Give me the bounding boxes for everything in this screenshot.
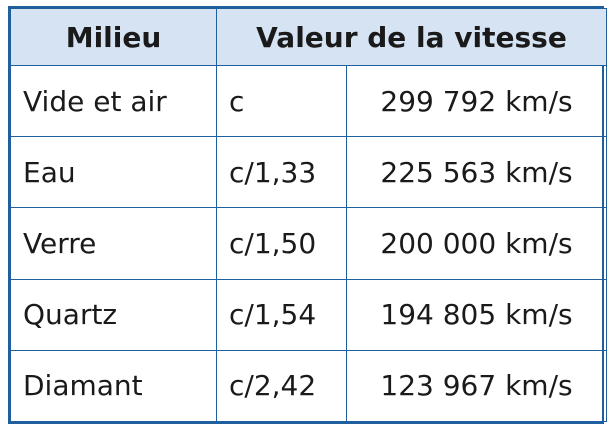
formula-cell: c/1,33 <box>216 136 347 209</box>
header-speed-value: Valeur de la vitesse <box>216 8 607 66</box>
header-medium: Milieu <box>10 8 217 66</box>
speed-cell: 123 967 km/s <box>346 349 607 423</box>
speed-cell: 194 805 km/s <box>346 278 607 351</box>
table-row: Vide et air c 299 792 km/s <box>10 64 607 138</box>
table-row: Eau c/1,33 225 563 km/s <box>10 136 607 209</box>
speed-cell: 299 792 km/s <box>346 64 607 138</box>
formula-cell: c/2,42 <box>216 349 347 423</box>
speed-cell: 225 563 km/s <box>346 136 607 209</box>
table-row: Diamant c/2,42 123 967 km/s <box>10 349 607 423</box>
table-row: Verre c/1,50 200 000 km/s <box>10 207 607 280</box>
table-row: Quartz c/1,54 194 805 km/s <box>10 278 607 351</box>
speed-of-light-table-frame: Milieu Valeur de la vitesse Vide et air … <box>8 6 607 424</box>
medium-cell: Verre <box>10 207 217 280</box>
formula-cell: c/1,54 <box>216 278 347 351</box>
medium-cell: Eau <box>10 136 217 209</box>
medium-cell: Quartz <box>10 278 217 351</box>
medium-cell: Vide et air <box>10 64 217 138</box>
formula-cell: c <box>216 64 347 138</box>
table-header-row: Milieu Valeur de la vitesse <box>10 8 607 66</box>
speed-of-light-table: Milieu Valeur de la vitesse Vide et air … <box>10 8 607 423</box>
formula-cell: c/1,50 <box>216 207 347 280</box>
medium-cell: Diamant <box>10 349 217 423</box>
speed-cell: 200 000 km/s <box>346 207 607 280</box>
